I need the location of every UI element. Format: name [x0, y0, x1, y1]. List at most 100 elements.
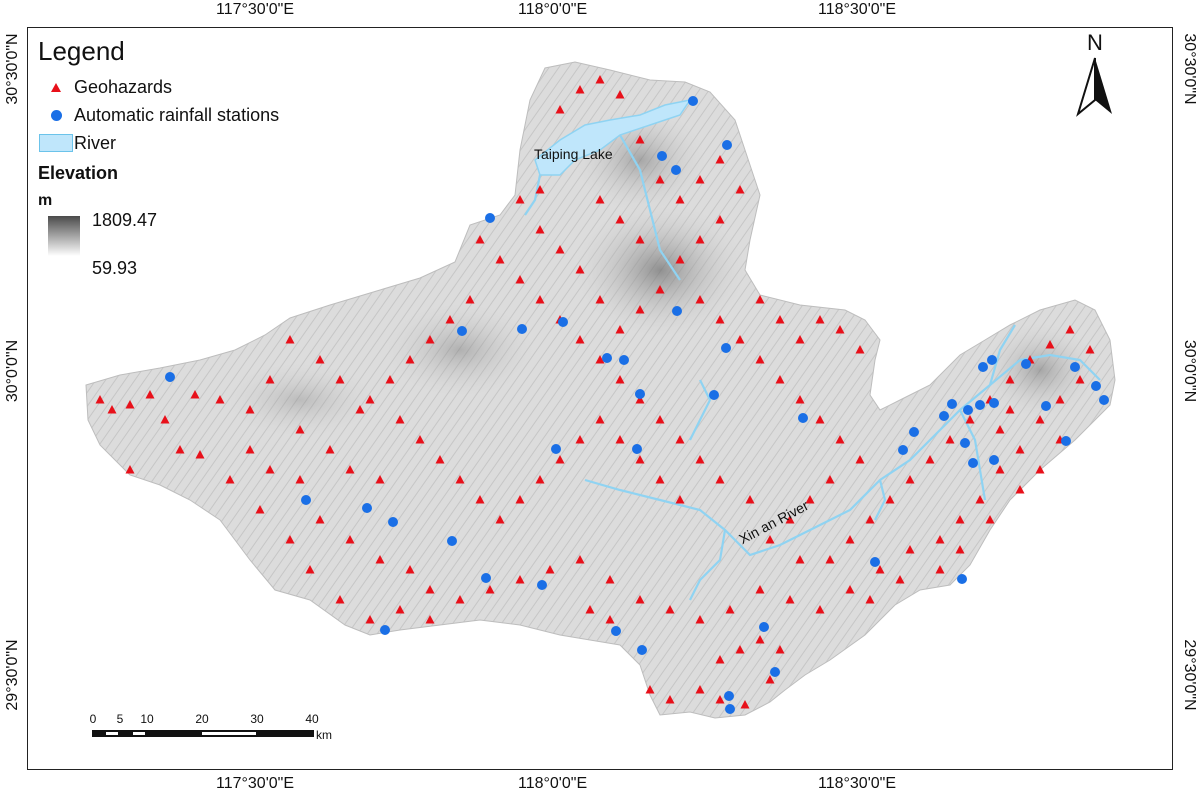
geohazard-marker — [895, 575, 905, 584]
geohazard-marker — [795, 555, 805, 564]
geohazard-marker — [735, 185, 745, 194]
geohazard-marker — [495, 515, 505, 524]
geohazard-marker — [145, 390, 155, 399]
geohazard-marker — [885, 495, 895, 504]
geohazard-marker — [695, 615, 705, 624]
rainfall-station-marker — [537, 580, 547, 590]
geohazard-marker — [1065, 325, 1075, 334]
geohazard-marker — [755, 635, 765, 644]
geohazard-marker — [515, 575, 525, 584]
north-arrow: N — [1072, 30, 1118, 123]
legend-item-river: River — [38, 129, 338, 157]
geohazard-marker — [765, 535, 775, 544]
rainfall-station-marker — [1070, 362, 1080, 372]
geohazard-marker — [605, 575, 615, 584]
elevation-min: 59.93 — [92, 258, 138, 278]
lake-label: Taiping Lake — [534, 146, 613, 162]
rainfall-station-marker — [362, 503, 372, 513]
rainfall-station-marker — [987, 355, 997, 365]
geohazard-marker — [695, 455, 705, 464]
rainfall-station-marker — [989, 398, 999, 408]
rainfall-station-marker — [722, 140, 732, 150]
geohazard-marker — [555, 105, 565, 114]
legend: Legend Geohazards Automatic rainfall sta… — [38, 36, 338, 284]
geohazard-marker — [365, 395, 375, 404]
geohazard-marker — [325, 445, 335, 454]
geohazard-marker — [905, 545, 915, 554]
geohazard-marker — [95, 395, 105, 404]
geohazard-marker — [435, 455, 445, 464]
rainfall-station-marker — [960, 438, 970, 448]
scale-tick-30: 30 — [250, 712, 264, 726]
graticule-bottom-2: 118°0'0"E — [518, 775, 588, 792]
geohazard-marker — [285, 535, 295, 544]
graticule-right-2: 30°0'0"N — [1181, 339, 1198, 403]
rainfall-station-marker — [1091, 381, 1101, 391]
geohazard-marker — [995, 465, 1005, 474]
geohazard-marker — [745, 495, 755, 504]
geohazard-marker — [405, 565, 415, 574]
geohazard-marker — [175, 445, 185, 454]
geohazard-marker — [695, 175, 705, 184]
geohazard-marker — [355, 405, 365, 414]
geohazard-marker — [925, 455, 935, 464]
geohazard-marker — [375, 555, 385, 564]
geohazard-marker — [405, 355, 415, 364]
geohazard-marker — [415, 435, 425, 444]
geohazard-marker — [595, 355, 605, 364]
geohazard-marker — [815, 605, 825, 614]
geohazard-marker — [445, 315, 455, 324]
geohazard-marker — [535, 185, 545, 194]
geohazard-marker — [575, 435, 585, 444]
geohazard-marker — [1005, 405, 1015, 414]
rainfall-station-marker — [517, 324, 527, 334]
geohazard-marker — [815, 415, 825, 424]
rainfall-station-marker — [1021, 359, 1031, 369]
geohazard-marker — [265, 375, 275, 384]
taiping-lake — [534, 98, 692, 176]
graticule-right-1: 30°30'0"N — [1181, 33, 1198, 105]
rainfall-station-marker — [721, 343, 731, 353]
rainfall-station-marker — [481, 573, 491, 583]
rainfall-station-marker — [301, 495, 311, 505]
geohazard-marker — [125, 465, 135, 474]
rainfall-station-marker — [380, 625, 390, 635]
scale-tick-10: 10 — [140, 712, 154, 726]
geohazard-marker — [845, 585, 855, 594]
graticule-left-2: 30°0'0"N — [4, 339, 21, 403]
geohazard-marker — [1075, 375, 1085, 384]
elevation-ramp: 1809.47 59.93 — [38, 210, 338, 284]
geohazard-marker — [295, 425, 305, 434]
geohazard-marker — [1035, 415, 1045, 424]
geohazard-marker — [715, 315, 725, 324]
geohazard-marker — [515, 275, 525, 284]
geohazard-marker — [635, 135, 645, 144]
legend-item-stations: Automatic rainfall stations — [38, 101, 338, 129]
rainfall-station-marker — [688, 96, 698, 106]
scale-tick-5: 5 — [116, 712, 124, 726]
geohazard-marker — [265, 465, 275, 474]
geohazard-marker — [835, 325, 845, 334]
geohazard-marker — [335, 375, 345, 384]
geohazard-marker — [345, 535, 355, 544]
rainfall-station-marker — [759, 622, 769, 632]
geohazard-marker — [245, 445, 255, 454]
geohazard-marker — [875, 565, 885, 574]
geohazard-marker — [725, 605, 735, 614]
geohazard-marker — [635, 305, 645, 314]
scale-tick-40: 40 — [305, 712, 319, 726]
geohazard-marker — [475, 235, 485, 244]
geohazard-marker — [395, 415, 405, 424]
geohazard-marker — [735, 335, 745, 344]
rainfall-station-marker — [558, 317, 568, 327]
geohazard-marker — [695, 685, 705, 694]
geohazard-marker — [775, 645, 785, 654]
scale-tick-20: 20 — [195, 712, 209, 726]
geohazard-marker — [655, 175, 665, 184]
geohazard-marker — [755, 585, 765, 594]
geohazard-marker — [905, 475, 915, 484]
geohazard-marker — [855, 345, 865, 354]
geohazard-marker — [695, 295, 705, 304]
geohazard-marker — [715, 155, 725, 164]
rainfall-station-marker — [870, 557, 880, 567]
